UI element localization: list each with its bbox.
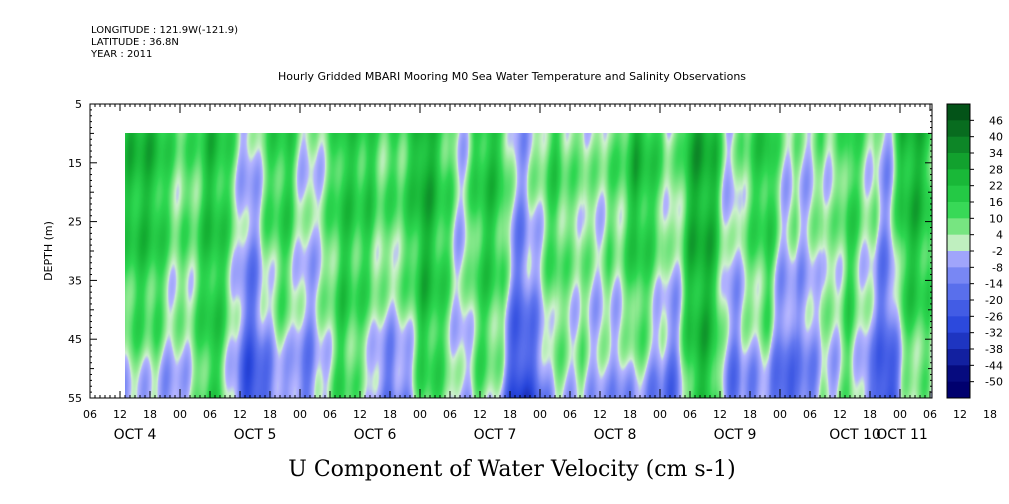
x-hour-label: 06: [923, 408, 937, 421]
colorbar-label: -8: [992, 261, 1003, 274]
colorbar-label: -20: [985, 294, 1003, 307]
heatmap-image: [125, 133, 932, 398]
colorbar-label: 10: [989, 212, 1003, 225]
x-date-label: OCT 11: [876, 427, 928, 443]
chart-caption: U Component of Water Velocity (cm s-1): [288, 457, 735, 482]
x-hour-label: 06: [683, 408, 697, 421]
x-date-label: OCT 10: [829, 427, 881, 443]
x-hour-label: 00: [173, 408, 187, 421]
colorbar-label: 4: [996, 229, 1003, 242]
colorbar-segment: [947, 169, 970, 187]
colorbar-segment: [947, 332, 970, 350]
colorbar-label: 16: [989, 196, 1003, 209]
chart-title: Hourly Gridded MBARI Mooring M0 Sea Wate…: [278, 70, 746, 83]
colorbar-segment: [947, 104, 970, 121]
x-hour-label: 00: [653, 408, 667, 421]
colorbar-label: -38: [985, 343, 1003, 356]
x-hour-label: 00: [293, 408, 307, 421]
x-hour-label: 06: [563, 408, 577, 421]
x-date-label: OCT 5: [234, 427, 277, 443]
x-date-label: OCT 9: [714, 427, 757, 443]
longitude-label: LONGITUDE : 121.9W(-121.9): [91, 25, 238, 36]
x-hour-label: 18: [143, 408, 157, 421]
colorbar-segment: [947, 349, 970, 366]
x-hour-label: 18: [983, 408, 997, 421]
x-hour-label: 06: [83, 408, 97, 421]
x-hour-label: 12: [353, 408, 367, 421]
colorbar-label: -14: [985, 278, 1003, 291]
colorbar: 46 40 34 28 22 16 10 4 -2 -8 -14 -20 -26 -32 -38 -44 -50: [946, 103, 1003, 399]
x-hour-label: 06: [203, 408, 217, 421]
colorbar-segment: [947, 153, 970, 170]
colorbar-segment: [947, 283, 970, 301]
x-hour-label: 12: [593, 408, 607, 421]
x-date-label: OCT 4: [114, 427, 157, 443]
colorbar-segment: [947, 251, 970, 268]
x-hour-label: 12: [953, 408, 967, 421]
year-label: YEAR : 2011: [91, 49, 153, 60]
y-tick-label: 55: [68, 392, 82, 405]
colorbar-label: -32: [985, 327, 1003, 340]
heatmap-field: [125, 133, 932, 398]
y-tick-label: 45: [68, 333, 82, 346]
x-hour-label: 06: [323, 408, 337, 421]
y-axis-label: DEPTH (m): [42, 221, 55, 281]
colorbar-segment: [947, 234, 970, 252]
y-tick-label: 15: [68, 157, 82, 170]
x-date-label: OCT 6: [354, 427, 397, 443]
y-tick-label: 5: [75, 98, 82, 111]
colorbar-label: 22: [989, 180, 1003, 193]
colorbar-label: -44: [985, 359, 1003, 372]
colorbar-segment: [947, 202, 970, 219]
colorbar-label: -26: [985, 310, 1003, 323]
latitude-label: LATITUDE : 36.8N: [91, 37, 179, 48]
colorbar-segment: [947, 120, 970, 138]
x-hour-label: 12: [473, 408, 487, 421]
colorbar-segment: [947, 365, 970, 383]
y-tick-label: 25: [68, 216, 82, 229]
x-hour-label: 18: [263, 408, 277, 421]
colorbar-label: 28: [989, 163, 1003, 176]
colorbar-label: 40: [989, 131, 1003, 144]
x-date-label: OCT 7: [474, 427, 517, 443]
colorbar-segment: [947, 316, 970, 334]
colorbar-label: 34: [989, 147, 1003, 160]
colorbar-segment: [947, 218, 970, 236]
colorbar-label: -2: [992, 245, 1003, 258]
x-hour-label: 18: [623, 408, 637, 421]
x-hour-label: 00: [413, 408, 427, 421]
x-axis: 06 12 18 00 06 12 18 00 06 12 18 00 06 12 18 00 06 12 18 00…: [83, 104, 997, 443]
colorbar-segment: [947, 267, 970, 285]
colorbar-segment: [947, 381, 970, 399]
colorbar-label: -50: [985, 376, 1003, 389]
colorbar-segment: [947, 185, 970, 203]
x-hour-label: 18: [743, 408, 757, 421]
colorbar-segment: [947, 136, 970, 154]
x-hour-label: 00: [773, 408, 787, 421]
y-axis: 5 15 25 35 45 55: [68, 98, 932, 405]
x-hour-label: 12: [233, 408, 247, 421]
x-hour-label: 06: [443, 408, 457, 421]
x-hour-label: 00: [533, 408, 547, 421]
x-hour-label: 00: [893, 408, 907, 421]
x-hour-label: 12: [713, 408, 727, 421]
x-hour-label: 12: [113, 408, 127, 421]
x-hour-label: 06: [803, 408, 817, 421]
x-hour-label: 18: [503, 408, 517, 421]
colorbar-segment: [947, 300, 970, 317]
x-date-label: OCT 8: [594, 427, 637, 443]
x-hour-label: 18: [863, 408, 877, 421]
y-tick-label: 35: [68, 274, 82, 287]
x-hour-label: 12: [833, 408, 847, 421]
colorbar-label: 46: [989, 114, 1003, 127]
x-hour-label: 18: [383, 408, 397, 421]
